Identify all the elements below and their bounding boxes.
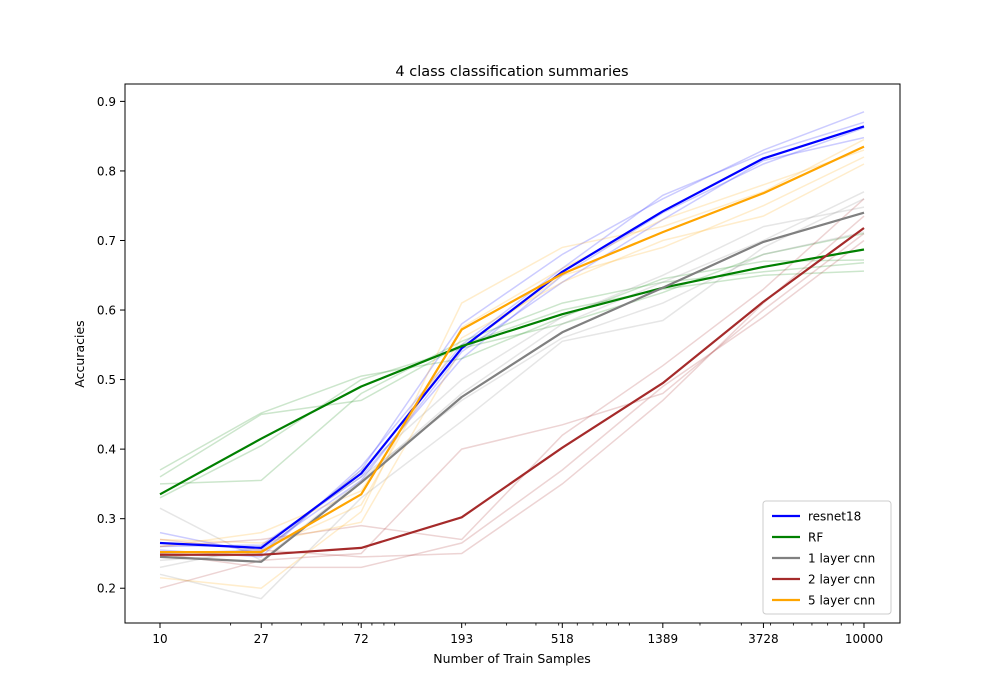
legend-label-1-layer-cnn: 1 layer cnn [808,552,875,566]
x-axis-label: Number of Train Samples [433,651,591,666]
y-axis: 0.2 0.3 0.4 0.5 0.6 0.7 0.8 0.9 [97,95,125,596]
y-tick-label: 0.5 [97,373,116,387]
run-line-rf-2 [159,261,865,485]
run-line-resnet18-3 [159,136,865,555]
x-tick-label: 10 [152,632,167,646]
individual-runs [159,111,865,600]
y-tick-label: 0.7 [97,234,116,248]
x-tick-label: 3728 [748,632,779,646]
run-line-rf-4 [159,270,865,478]
run-line-1-layer-cnn-3 [159,206,865,562]
legend-label-2-layer-cnn: 2 layer cnn [808,573,875,587]
legend-label-5-layer-cnn: 5 layer cnn [808,594,875,608]
series-line-resnet18 [159,125,865,549]
series-line-rf [159,248,865,496]
x-tick-label: 1389 [648,632,679,646]
x-tick-label: 10000 [845,632,883,646]
series-line-5-layer-cnn [160,145,865,554]
plot-area-frame [124,83,901,624]
legend: resnet18 RF 1 layer cnn 2 layer cnn 5 layer … [762,500,892,615]
x-tick-label: 72 [354,632,369,646]
series-line-2-layer-cnn [160,227,865,556]
x-tick-label: 193 [450,632,473,646]
run-line-1-layer-cnn-1 [159,191,865,562]
legend-label-rf: RF [808,531,823,545]
run-line-1-layer-cnn-2 [159,198,865,600]
run-line-5-layer-cnn-4 [159,156,865,544]
y-tick-label: 0.8 [97,164,116,178]
legend-box [762,500,892,615]
run-line-rf-3 [159,232,865,499]
x-tick-label: 27 [254,632,269,646]
x-tick-label: 518 [551,632,574,646]
run-line-resnet18-1 [159,111,865,555]
run-line-2-layer-cnn-3 [159,239,865,569]
series-line-1-layer-cnn [159,211,865,563]
x-axis: 10 27 72 193 518 1389 3728 10000 [152,623,883,646]
y-tick-label: 0.2 [97,582,116,596]
y-tick-label: 0.6 [97,304,116,318]
chart-title: 4 class classification summaries [395,64,628,80]
run-line-rf-1 [159,259,865,471]
mean-series-lines [159,125,865,563]
y-axis-label: Accuracies [72,320,87,387]
run-line-2-layer-cnn-2 [159,232,865,589]
y-tick-label: 0.4 [97,443,116,457]
legend-label-resnet18: resnet18 [808,510,861,524]
run-line-2-layer-cnn-1 [159,198,865,548]
y-tick-label: 0.3 [97,512,116,526]
run-line-2-layer-cnn-4 [159,215,865,558]
run-line-5-layer-cnn-1 [159,138,865,589]
y-tick-label: 0.9 [97,95,116,109]
run-line-resnet18-2 [159,127,865,548]
